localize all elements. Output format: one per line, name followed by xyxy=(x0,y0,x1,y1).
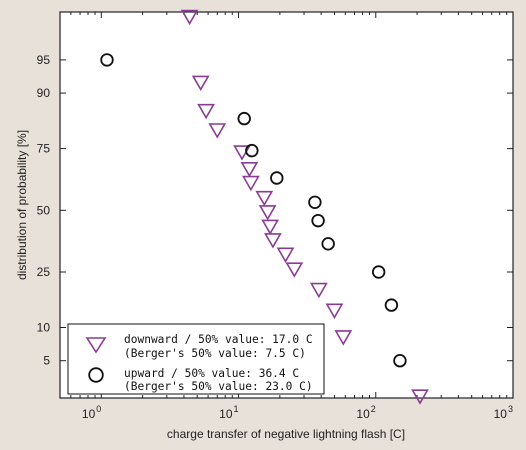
upward-point xyxy=(393,354,407,368)
y-tick-label: 10 xyxy=(37,321,51,335)
y-tick-label: 75 xyxy=(37,142,51,156)
downward-point xyxy=(191,75,210,92)
downward-point xyxy=(240,162,259,178)
x-axis-label: charge transfer of negative lightning fl… xyxy=(167,427,405,441)
y-tick-label: 5 xyxy=(43,354,50,368)
downward-point xyxy=(276,247,295,263)
downward-point xyxy=(208,123,227,139)
x-tick-label: 102 xyxy=(356,404,375,421)
downward-point xyxy=(285,262,304,278)
legend-downward-line-2: (Berger's 50% value: 7.5 C) xyxy=(124,347,306,360)
y-axis-label: distribution of probability [%] xyxy=(15,130,29,280)
legend-circle-icon xyxy=(88,367,104,383)
legend-triangle-down-icon xyxy=(85,337,107,354)
legend-upward-line-2: (Berger's 50% value: 23.0 C) xyxy=(124,380,313,393)
upward-point xyxy=(270,171,284,185)
downward-point xyxy=(255,190,274,207)
legend-box xyxy=(67,323,325,395)
downward-point xyxy=(197,103,215,120)
y-tick-label: 25 xyxy=(37,265,51,279)
upward-point xyxy=(311,213,325,228)
y-tick-label: 90 xyxy=(37,86,51,100)
downward-point xyxy=(325,303,344,319)
x-tick-label: 100 xyxy=(82,404,101,421)
legend: downward / 50% value: 17.0 C (Berger's 5… xyxy=(67,323,325,395)
legend-upward-line-1: upward / 50% value: 36.4 C xyxy=(124,367,299,380)
upward-point xyxy=(100,53,114,67)
downward-point xyxy=(258,205,277,221)
downward-point xyxy=(180,9,199,26)
upward-point xyxy=(384,298,399,312)
downward-point xyxy=(309,282,328,299)
downward-point xyxy=(261,219,280,236)
y-tick-label: 95 xyxy=(37,53,51,67)
upward-point xyxy=(371,265,386,279)
downward-point xyxy=(241,175,260,192)
upward-point xyxy=(321,237,335,251)
upward-point xyxy=(308,195,322,209)
x-tick-label: 103 xyxy=(494,404,513,421)
upward-point xyxy=(245,143,259,158)
y-axis-ticks: 5 10 25 50 75 90 95 xyxy=(37,53,513,368)
downward-point xyxy=(334,330,353,346)
data-points xyxy=(100,9,429,405)
downward-point xyxy=(411,389,429,405)
downward-point xyxy=(264,233,282,249)
legend-downward-line-1: downward / 50% value: 17.0 C xyxy=(124,333,313,346)
x-tick-label: 101 xyxy=(219,404,238,421)
upward-point xyxy=(237,111,251,126)
y-tick-label: 50 xyxy=(37,203,51,217)
